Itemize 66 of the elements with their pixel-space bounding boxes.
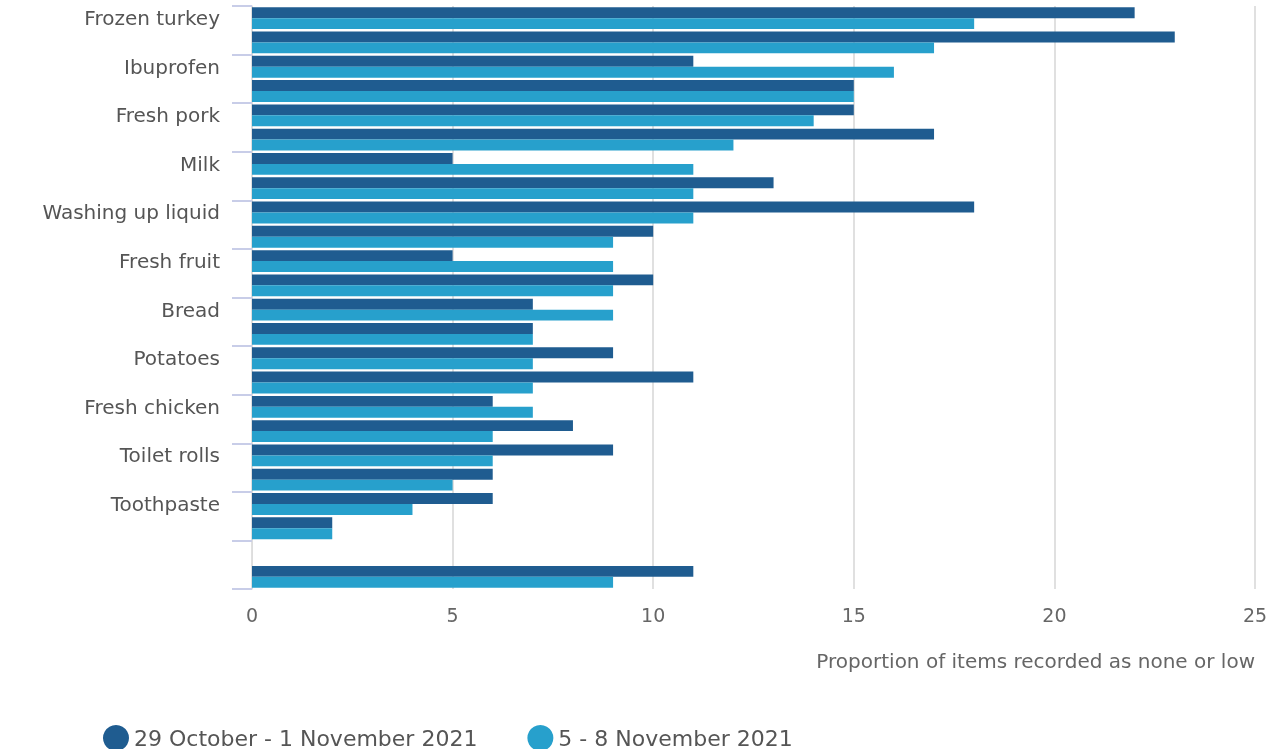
bar	[252, 479, 453, 491]
bar	[252, 358, 533, 370]
x-tick-label: 5	[446, 603, 459, 626]
bar	[252, 395, 493, 407]
bar	[252, 274, 654, 286]
bar	[252, 91, 854, 102]
x-axis-title: Proportion of items recorded as none or low	[816, 649, 1255, 673]
bar	[252, 503, 413, 515]
x-tick-label: 15	[841, 603, 866, 626]
bar	[252, 104, 854, 116]
bar	[252, 7, 1135, 19]
bar	[252, 371, 694, 383]
bar	[252, 139, 734, 151]
bar	[252, 468, 493, 480]
y-tick-label: Washing up liquid	[42, 200, 220, 225]
bar	[252, 18, 975, 30]
bar	[252, 55, 694, 67]
bar	[252, 420, 573, 432]
y-tick-label: Milk	[180, 151, 221, 176]
bar	[252, 66, 894, 78]
bar	[252, 382, 533, 394]
y-tick-label: Fresh fruit	[119, 249, 221, 274]
x-tick-label: 10	[641, 603, 666, 626]
bar	[252, 565, 694, 577]
bar	[252, 201, 975, 213]
x-tick-label: 0	[245, 603, 259, 626]
bar	[252, 163, 694, 175]
bar	[252, 225, 654, 237]
bar	[252, 177, 774, 189]
y-tick-label: Fresh chicken	[84, 394, 220, 419]
bar	[252, 455, 493, 467]
y-tick-label: Toothpaste	[109, 491, 220, 516]
bar	[252, 431, 493, 443]
bar	[252, 285, 614, 297]
bar	[252, 298, 533, 310]
bar	[252, 115, 814, 127]
x-tick-label: 20	[1042, 603, 1067, 626]
legend-label: 5 - 8 November 2021	[558, 725, 793, 749]
bar	[252, 31, 1175, 43]
bar	[252, 528, 333, 540]
bar	[252, 152, 453, 164]
bar	[252, 42, 935, 54]
bar	[252, 444, 614, 456]
x-tick-label: 25	[1242, 603, 1268, 626]
y-tick-label: Frozen turkey	[84, 6, 221, 31]
bar	[252, 212, 694, 224]
bar	[252, 333, 533, 345]
legend-label: 29 October - 1 November 2021	[134, 725, 478, 749]
bar	[252, 80, 854, 92]
bar	[252, 406, 533, 418]
y-tick-label: Potatoes	[133, 346, 220, 371]
bar	[252, 493, 493, 504]
bar	[252, 576, 614, 588]
bar	[252, 128, 935, 140]
y-tick-label: Ibuprofen	[123, 54, 220, 79]
bar	[252, 261, 614, 272]
y-tick-label: Bread	[161, 297, 220, 322]
bar	[252, 309, 614, 321]
bar	[252, 188, 694, 200]
y-tick-label: Toilet rolls	[118, 443, 220, 468]
bar	[252, 323, 533, 334]
y-tick-label: Fresh pork	[115, 103, 221, 128]
bar	[252, 236, 614, 248]
bar	[252, 347, 614, 359]
bar	[252, 250, 453, 262]
bar	[252, 517, 333, 529]
